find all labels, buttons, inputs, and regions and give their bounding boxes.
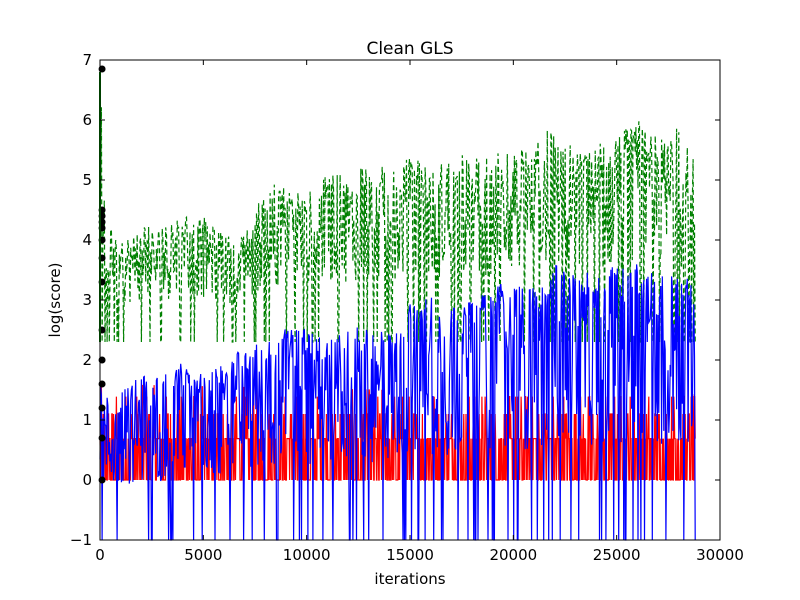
y-tick-label: −1	[70, 531, 92, 549]
y-axis: −1 0 1 2 3 4 5 6 7	[70, 51, 720, 549]
y-tick-label: 7	[82, 51, 92, 69]
x-axis: 0 5000 10000 15000 20000 25000 30000	[95, 60, 744, 564]
y-tick-label: 5	[82, 171, 92, 189]
y-axis-label: log(score)	[46, 263, 64, 338]
y-tick-label: 0	[82, 471, 92, 489]
x-tick-label: 20000	[489, 546, 537, 564]
series-layer	[98, 65, 696, 541]
x-tick-label: 30000	[696, 546, 744, 564]
y-tick-label: 3	[82, 291, 92, 309]
x-tick-label: 10000	[283, 546, 331, 564]
chart-title: Clean GLS	[366, 39, 453, 59]
y-tick-label: 4	[82, 231, 92, 249]
series-line	[99, 107, 696, 343]
x-axis-label: iterations	[374, 570, 445, 588]
x-tick-label: 5000	[184, 546, 222, 564]
y-tick-label: 2	[82, 351, 92, 369]
y-tick-label: 1	[82, 411, 92, 429]
y-tick-label: 6	[82, 111, 92, 129]
x-tick-label: 0	[95, 546, 105, 564]
x-tick-label: 25000	[593, 546, 641, 564]
series-line	[99, 383, 696, 481]
series-line	[99, 264, 696, 541]
x-tick-label: 15000	[386, 546, 434, 564]
